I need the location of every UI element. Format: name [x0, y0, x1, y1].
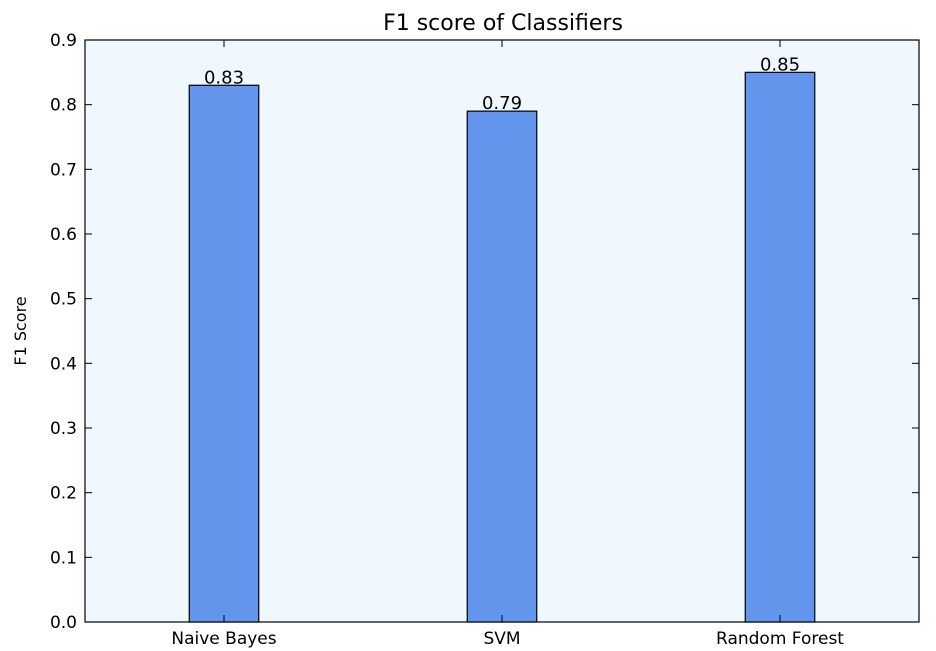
y-tick-label: 0.8: [50, 96, 77, 116]
y-tick-label: 0.1: [50, 548, 77, 568]
x-tick-label: Naive Bayes: [171, 629, 276, 649]
x-tick-label: Random Forest: [716, 629, 844, 649]
bar-value-label: 0.79: [482, 93, 522, 114]
x-axis-ticks: Naive Bayes SVM Random Forest: [171, 40, 844, 649]
x-tick-label: SVM: [483, 629, 520, 649]
bar: [466, 110, 538, 623]
chart-title: F1 score of Classifiers: [383, 11, 623, 36]
y-tick-label: 0.3: [50, 419, 77, 439]
y-axis-ticks: 0.0 0.1 0.2 0.3 0.4 0.5 0.6 0.7 0.8 0.9: [50, 31, 919, 633]
bar-value-label: 0.83: [204, 67, 244, 88]
y-axis-label: F1 Score: [11, 296, 30, 365]
bar: [744, 71, 816, 623]
bar: [188, 84, 260, 623]
y-tick-label: 0.9: [50, 31, 77, 51]
y-tick-label: 0.4: [50, 354, 77, 374]
y-tick-label: 0.0: [50, 613, 77, 633]
bars-group: 0.83 0.79 0.85: [188, 54, 816, 623]
y-tick-label: 0.6: [50, 225, 77, 245]
y-tick-label: 0.5: [50, 290, 77, 310]
bar-value-label: 0.85: [760, 54, 800, 75]
y-tick-label: 0.7: [50, 160, 77, 180]
y-tick-label: 0.2: [50, 484, 77, 504]
